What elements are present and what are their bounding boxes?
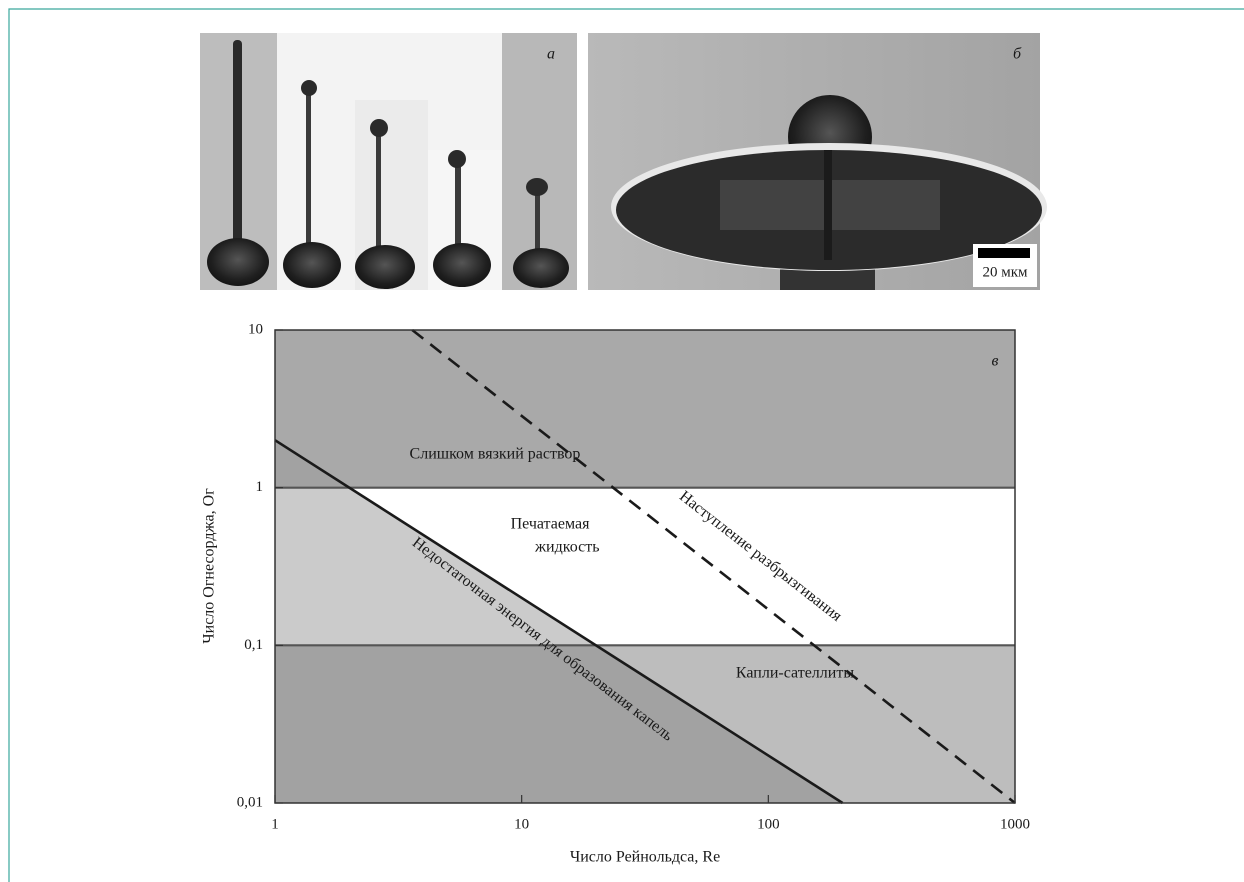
photo-panel-b: 20 мкм б [588, 33, 1047, 290]
x-tick-label: 10 [514, 816, 529, 832]
scale-bar-label: 20 мкм [982, 264, 1028, 280]
panel-label: а [547, 46, 555, 63]
plot-area [275, 330, 1015, 803]
x-tick-label: 1 [271, 816, 279, 832]
panel-label: б [1013, 46, 1022, 63]
figure: а 20 мкм б Слишком вязкий раствор Печата… [0, 0, 1244, 882]
annotation: жидкость [534, 539, 600, 556]
x-axis-label: Число Рейнольдса, Re [570, 849, 720, 866]
photo-panel-a: а [200, 33, 577, 290]
y-tick-label: 0,1 [244, 637, 263, 653]
annotation: Слишком вязкий раствор [410, 446, 581, 463]
x-tick-label: 100 [757, 816, 780, 832]
y-tick-label: 1 [256, 479, 264, 495]
panel-label: в [992, 353, 999, 370]
y-axis-label: Число Огнесорджа, Ог [201, 488, 218, 644]
x-tick-label: 1000 [1000, 816, 1030, 832]
y-tick-label: 0,01 [237, 794, 263, 810]
annotation: Печатаемая [511, 516, 591, 533]
region [275, 330, 1015, 488]
annotation: Капли-сателлиты [736, 665, 854, 682]
y-tick-label: 10 [248, 321, 263, 337]
